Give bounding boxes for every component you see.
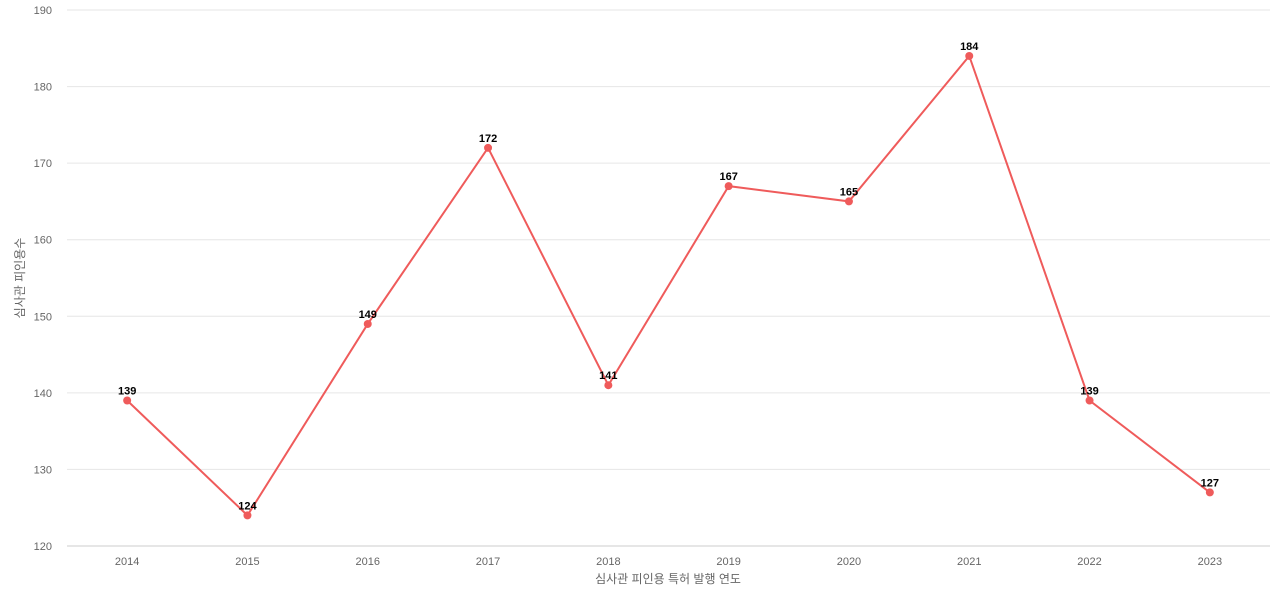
series-line — [126, 53, 1211, 517]
data-point[interactable] — [484, 143, 493, 152]
x-tick-label: 2017 — [476, 556, 500, 568]
data-label: 139 — [118, 386, 136, 398]
y-tick-label: 190 — [34, 5, 52, 17]
data-point[interactable] — [1085, 396, 1094, 405]
x-tick-label: 2014 — [115, 556, 139, 568]
y-tick-label: 160 — [34, 235, 52, 247]
y-tick-label: 120 — [34, 541, 52, 553]
data-point[interactable] — [724, 182, 733, 191]
series-layer — [123, 51, 1214, 520]
y-tick-label: 130 — [34, 464, 52, 476]
data-label: 141 — [599, 370, 617, 382]
x-tick-label: 2023 — [1198, 556, 1222, 568]
x-tick-label: 2021 — [957, 556, 981, 568]
x-axis-title: 심사관 피인용 특허 발행 연도 — [595, 571, 741, 586]
data-label: 139 — [1080, 386, 1098, 398]
data-label: 124 — [238, 500, 257, 512]
data-labels: 139 124 149 172 141 167 165 184 139 127 — [118, 41, 1219, 512]
y-axis-title: 심사관 피인용수 — [13, 238, 27, 319]
gridlines — [67, 9, 1270, 547]
data-point[interactable] — [604, 381, 613, 390]
x-tick-label: 2020 — [837, 556, 861, 568]
data-label: 127 — [1201, 477, 1219, 489]
data-point[interactable] — [1205, 488, 1214, 497]
y-tick-label: 140 — [34, 388, 52, 400]
x-tick-label: 2019 — [716, 556, 740, 568]
data-point[interactable] — [965, 51, 974, 60]
data-point[interactable] — [243, 511, 252, 520]
data-point[interactable] — [363, 319, 372, 328]
y-tick-label: 170 — [34, 158, 52, 170]
y-tick-label: 150 — [34, 311, 52, 323]
data-label: 172 — [479, 133, 497, 145]
data-label: 167 — [719, 171, 737, 183]
x-tick-label: 2016 — [356, 556, 380, 568]
data-label: 184 — [960, 41, 979, 53]
y-axis-ticks: 120 130 140 150 160 170 180 190 — [34, 5, 52, 553]
x-tick-label: 2018 — [596, 556, 620, 568]
data-point[interactable] — [123, 396, 132, 405]
data-point[interactable] — [844, 197, 853, 206]
x-tick-label: 2022 — [1077, 556, 1101, 568]
x-tick-label: 2015 — [235, 556, 259, 568]
data-label: 165 — [840, 186, 858, 198]
data-label: 149 — [359, 309, 377, 321]
x-axis-ticks: 2014 2015 2016 2017 2018 2019 2020 2021 2022 2023 — [115, 556, 1222, 568]
y-tick-label: 180 — [34, 82, 52, 94]
